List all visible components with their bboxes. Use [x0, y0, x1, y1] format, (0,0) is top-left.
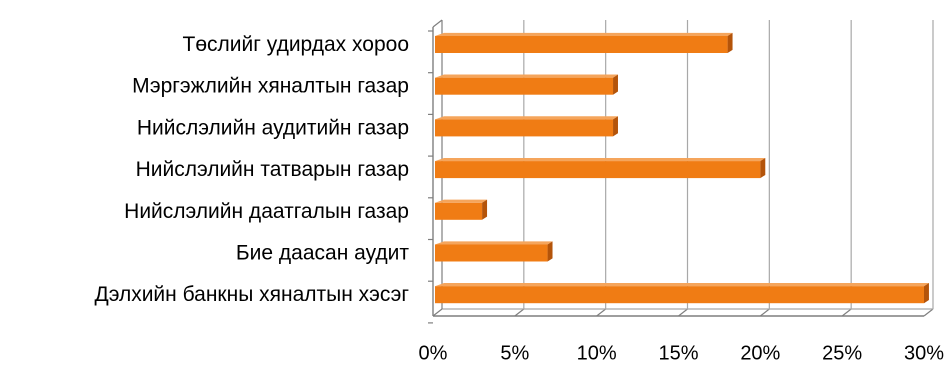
- bar: [435, 77, 614, 95]
- bar-top: [435, 116, 618, 120]
- left-wall-top: [432, 19, 443, 28]
- category-label: Дэлхийн банкны хяналтын хэсэг: [94, 283, 409, 306]
- bar: [435, 36, 728, 53]
- x-tick-label: 20%: [740, 342, 780, 364]
- bar-top: [435, 241, 553, 245]
- bar: [435, 286, 924, 304]
- bar-side: [760, 157, 766, 179]
- x-tick-label: 30%: [904, 342, 944, 364]
- x-tick-label: 15%: [658, 342, 698, 364]
- bar-side: [613, 116, 618, 137]
- bar-side: [613, 74, 618, 95]
- bar-side: [547, 241, 553, 262]
- floor-gridline: [678, 308, 688, 317]
- bar-side: [482, 199, 488, 220]
- floor-gridline: [596, 308, 607, 317]
- bar: [435, 161, 761, 179]
- category-label: Бие даасан аудит: [236, 242, 409, 265]
- floor-gridline: [432, 308, 443, 317]
- x-tick-label: 5%: [500, 342, 529, 364]
- x-tick-label: 0%: [419, 342, 448, 364]
- x-tick-labels: 0% 5% 10% 15% 20% 25% 30%: [419, 342, 945, 364]
- x-tick-label: 25%: [822, 342, 862, 364]
- bar-top: [435, 157, 766, 162]
- floor-gridline: [923, 308, 934, 317]
- bar-top: [435, 32, 733, 36]
- bar: [435, 244, 548, 262]
- bar-top: [435, 74, 618, 78]
- category-label: Мэргэжлийн хяналтын газар: [132, 75, 409, 98]
- x-tick-label: 10%: [577, 342, 617, 364]
- floor-gridline: [841, 308, 852, 317]
- bars: [435, 32, 929, 304]
- bar: [435, 202, 483, 220]
- category-label: Нийслэлийн аудитийн газар: [137, 116, 409, 139]
- bar-top: [435, 283, 929, 287]
- category-label: Нийслэлийн татварын газар: [136, 158, 409, 181]
- category-label: Төслийг удирдах хороо: [183, 33, 409, 56]
- category-label: Нийслэлийн даатгалын газар: [124, 200, 409, 223]
- bar-side: [924, 283, 929, 304]
- bar-top: [435, 199, 488, 203]
- floor-gridline: [759, 308, 770, 317]
- bar-side: [727, 32, 733, 53]
- category-labels: Төслийг удирдах хороо Мэргэжлийн хяналтын…: [94, 33, 409, 306]
- floor-gridline: [514, 308, 525, 317]
- bar: [435, 119, 614, 137]
